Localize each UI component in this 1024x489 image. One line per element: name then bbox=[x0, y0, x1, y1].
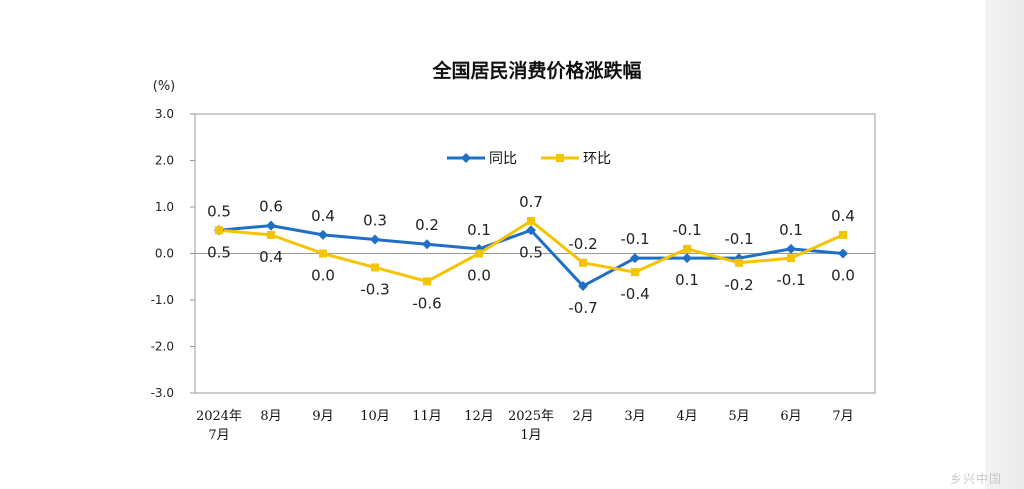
data-point-marker bbox=[631, 268, 639, 277]
data-point-marker bbox=[267, 230, 275, 239]
data-point-marker bbox=[579, 258, 587, 267]
y-tick-label: -2.0 bbox=[151, 340, 174, 354]
data-label-mom: -0.4 bbox=[620, 285, 649, 303]
x-tick-label: 8月 bbox=[260, 409, 281, 424]
legend-marker bbox=[461, 153, 471, 163]
data-label-yoy: 0.1 bbox=[779, 221, 803, 239]
data-label-yoy: -0.1 bbox=[724, 230, 753, 248]
legend-label-mom: 环比 bbox=[583, 151, 611, 167]
data-labels-layer: 0.5 0.5 0.6 0.4 0.4 0.0 0.3 -0.3 0.2 -0.6 0.1 0.0 0.… bbox=[207, 193, 855, 317]
x-tick-label: 2月 bbox=[572, 409, 593, 424]
data-label-yoy: 0.4 bbox=[311, 207, 335, 225]
x-tick-label: 11月 bbox=[412, 409, 442, 424]
data-point-marker bbox=[475, 249, 483, 258]
data-point-marker bbox=[266, 220, 276, 231]
series-layer bbox=[214, 216, 848, 292]
x-tick-label: 4月 bbox=[676, 409, 697, 424]
data-label-yoy: 0.1 bbox=[467, 221, 491, 239]
x-tick-label: 5月 bbox=[728, 409, 749, 424]
y-axis-unit: (%) bbox=[153, 79, 176, 94]
data-label-yoy: 0.1 bbox=[675, 271, 699, 289]
data-label-mom: -0.6 bbox=[412, 294, 441, 312]
x-tick-label: 9月 bbox=[312, 409, 333, 424]
right-edge-panel bbox=[985, 0, 1024, 489]
x-tick-label: 2025年 1月 bbox=[508, 409, 554, 443]
x-tick-label: 7月 bbox=[832, 409, 853, 424]
data-label-mom: -0.3 bbox=[360, 280, 389, 298]
legend: 同比 环比 bbox=[447, 151, 611, 167]
y-tick-label: 1.0 bbox=[155, 200, 174, 214]
chart-title: 全国居民消费价格涨跌幅 bbox=[431, 59, 641, 82]
data-label-yoy: 0.6 bbox=[259, 198, 283, 216]
data-point-marker bbox=[422, 239, 432, 250]
data-point-marker bbox=[683, 244, 691, 253]
data-point-marker bbox=[786, 243, 796, 254]
legend-label-yoy: 同比 bbox=[489, 151, 517, 167]
data-label-mom: 0.4 bbox=[259, 248, 283, 266]
data-label-mom: 0.5 bbox=[207, 243, 231, 261]
data-point-marker bbox=[423, 277, 431, 286]
y-tick-label: 3.0 bbox=[155, 107, 174, 121]
data-label-mom: 0.0 bbox=[467, 267, 491, 285]
x-axis-ticks: 2024年 7月 8月 9月 10月 11月 12月 2025年 1月 2月 3月 4月 5月 6月 7月 bbox=[196, 409, 854, 443]
y-axis-ticks: 3.0 2.0 1.0 0.0 -1.0 -2.0 -3.0 bbox=[151, 107, 195, 400]
data-label-mom: 0.7 bbox=[519, 193, 543, 211]
data-label-mom: -0.2 bbox=[568, 235, 597, 253]
watermark-text: 乡兴中国 bbox=[950, 472, 1003, 486]
data-point-marker bbox=[370, 234, 380, 245]
data-label-yoy: -0.1 bbox=[620, 230, 649, 248]
y-tick-label: 2.0 bbox=[155, 154, 174, 168]
data-point-marker bbox=[371, 263, 379, 272]
data-label-mom: -0.1 bbox=[776, 271, 805, 289]
data-label-yoy: 0.0 bbox=[831, 267, 855, 285]
x-tick-label: 10月 bbox=[360, 409, 390, 424]
x-tick-label: 6月 bbox=[780, 409, 801, 424]
data-point-marker bbox=[319, 249, 327, 258]
data-label-yoy: 0.5 bbox=[519, 243, 543, 261]
data-point-marker bbox=[839, 230, 847, 239]
y-tick-label: -1.0 bbox=[151, 293, 174, 307]
data-point-marker bbox=[578, 281, 588, 292]
data-point-marker bbox=[527, 216, 535, 225]
data-point-marker bbox=[630, 253, 640, 264]
data-label-mom: 0.0 bbox=[311, 267, 335, 285]
data-label-mom: 0.4 bbox=[831, 207, 855, 225]
data-point-marker bbox=[318, 229, 328, 240]
data-point-marker bbox=[526, 225, 536, 236]
data-label-yoy: 0.2 bbox=[415, 216, 439, 234]
x-tick-label: 12月 bbox=[464, 409, 494, 424]
data-label-mom: -0.1 bbox=[672, 221, 701, 239]
x-tick-label: 3月 bbox=[624, 409, 645, 424]
y-tick-label: 0.0 bbox=[155, 247, 174, 261]
x-tick-label: 2024年 7月 bbox=[196, 409, 242, 443]
data-point-marker bbox=[215, 226, 223, 235]
data-point-marker bbox=[838, 248, 848, 259]
data-label-mom: -0.2 bbox=[724, 276, 753, 294]
legend-marker bbox=[556, 154, 564, 162]
data-label-yoy: 0.3 bbox=[363, 212, 387, 230]
data-point-marker bbox=[682, 253, 692, 264]
data-label-yoy: 0.5 bbox=[207, 202, 231, 220]
data-label-yoy: -0.7 bbox=[568, 299, 597, 317]
data-point-marker bbox=[735, 258, 743, 267]
y-tick-label: -3.0 bbox=[151, 386, 174, 400]
data-point-marker bbox=[787, 254, 795, 263]
